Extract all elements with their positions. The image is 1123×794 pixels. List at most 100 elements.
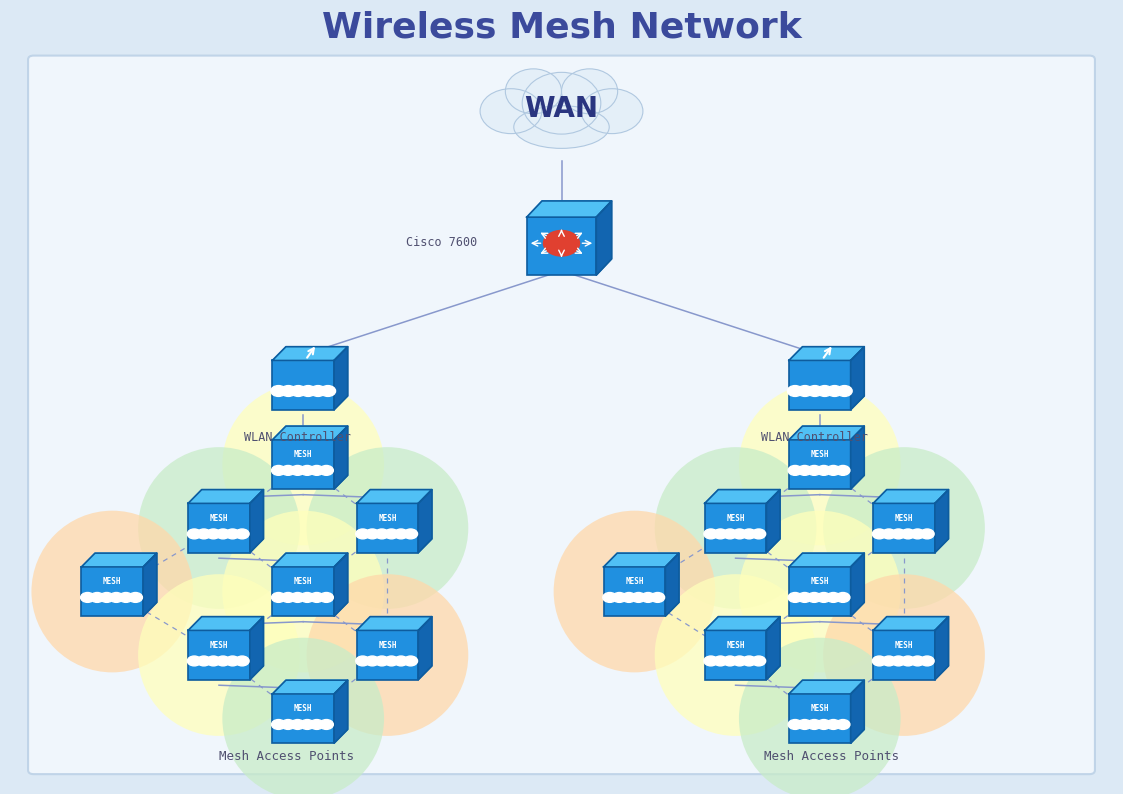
Text: Mesh Access Points: Mesh Access Points bbox=[764, 750, 898, 763]
Circle shape bbox=[216, 656, 230, 666]
Polygon shape bbox=[788, 553, 865, 567]
Ellipse shape bbox=[222, 638, 384, 794]
Circle shape bbox=[375, 529, 389, 539]
Polygon shape bbox=[705, 617, 780, 630]
FancyBboxPatch shape bbox=[788, 440, 851, 489]
Circle shape bbox=[281, 592, 295, 603]
Circle shape bbox=[310, 386, 326, 396]
Circle shape bbox=[836, 719, 850, 730]
Circle shape bbox=[704, 656, 718, 666]
Polygon shape bbox=[874, 490, 949, 503]
Circle shape bbox=[281, 465, 295, 476]
Ellipse shape bbox=[562, 69, 618, 114]
Circle shape bbox=[807, 465, 821, 476]
Circle shape bbox=[90, 592, 104, 603]
Circle shape bbox=[732, 529, 747, 539]
Text: Cisco 7600: Cisco 7600 bbox=[407, 236, 477, 249]
Polygon shape bbox=[335, 426, 348, 489]
Circle shape bbox=[836, 592, 850, 603]
Text: MESH: MESH bbox=[895, 514, 913, 522]
Circle shape bbox=[291, 386, 305, 396]
Polygon shape bbox=[418, 490, 432, 553]
Circle shape bbox=[873, 529, 886, 539]
Polygon shape bbox=[788, 426, 865, 440]
Circle shape bbox=[713, 656, 728, 666]
Polygon shape bbox=[850, 426, 865, 489]
Circle shape bbox=[319, 719, 334, 730]
Circle shape bbox=[235, 656, 249, 666]
Circle shape bbox=[394, 529, 408, 539]
Circle shape bbox=[281, 386, 296, 396]
Text: WAN: WAN bbox=[524, 94, 599, 123]
Circle shape bbox=[119, 592, 133, 603]
Circle shape bbox=[300, 465, 314, 476]
Circle shape bbox=[109, 592, 124, 603]
Circle shape bbox=[901, 529, 915, 539]
Ellipse shape bbox=[554, 511, 715, 673]
FancyBboxPatch shape bbox=[705, 503, 767, 553]
Circle shape bbox=[320, 386, 336, 396]
Circle shape bbox=[818, 386, 832, 396]
Circle shape bbox=[310, 719, 323, 730]
Circle shape bbox=[356, 656, 369, 666]
Ellipse shape bbox=[514, 106, 609, 148]
Circle shape bbox=[271, 386, 286, 396]
Circle shape bbox=[365, 656, 380, 666]
Circle shape bbox=[81, 592, 94, 603]
Circle shape bbox=[612, 592, 627, 603]
Text: MESH: MESH bbox=[294, 704, 312, 713]
Circle shape bbox=[816, 465, 831, 476]
Ellipse shape bbox=[655, 574, 816, 736]
Text: MESH: MESH bbox=[727, 514, 745, 522]
Polygon shape bbox=[273, 680, 348, 694]
Circle shape bbox=[403, 656, 418, 666]
Text: MESH: MESH bbox=[895, 641, 913, 649]
Polygon shape bbox=[874, 617, 949, 630]
Polygon shape bbox=[850, 553, 865, 616]
Circle shape bbox=[310, 465, 323, 476]
Circle shape bbox=[272, 719, 285, 730]
Polygon shape bbox=[705, 490, 780, 503]
Circle shape bbox=[836, 465, 850, 476]
Circle shape bbox=[827, 386, 842, 396]
Ellipse shape bbox=[222, 384, 384, 545]
Ellipse shape bbox=[222, 511, 384, 673]
Text: Mesh Access Points: Mesh Access Points bbox=[219, 750, 354, 763]
Circle shape bbox=[797, 719, 812, 730]
Circle shape bbox=[319, 592, 334, 603]
Ellipse shape bbox=[307, 447, 468, 609]
Circle shape bbox=[704, 529, 718, 539]
Circle shape bbox=[797, 386, 813, 396]
Circle shape bbox=[188, 656, 201, 666]
Circle shape bbox=[300, 592, 314, 603]
Circle shape bbox=[622, 592, 636, 603]
Circle shape bbox=[882, 656, 896, 666]
Polygon shape bbox=[189, 490, 264, 503]
Circle shape bbox=[375, 656, 389, 666]
Text: MESH: MESH bbox=[103, 577, 121, 586]
Text: MESH: MESH bbox=[811, 704, 829, 713]
Text: MESH: MESH bbox=[378, 641, 396, 649]
Circle shape bbox=[291, 465, 304, 476]
FancyBboxPatch shape bbox=[81, 567, 144, 616]
FancyBboxPatch shape bbox=[874, 503, 935, 553]
Circle shape bbox=[100, 592, 113, 603]
Polygon shape bbox=[788, 680, 865, 694]
Circle shape bbox=[300, 719, 314, 730]
Text: MESH: MESH bbox=[626, 577, 643, 586]
Polygon shape bbox=[335, 347, 348, 410]
Polygon shape bbox=[273, 347, 348, 360]
Circle shape bbox=[911, 656, 924, 666]
Circle shape bbox=[631, 592, 646, 603]
FancyBboxPatch shape bbox=[788, 567, 851, 616]
Circle shape bbox=[197, 529, 211, 539]
Text: MESH: MESH bbox=[294, 450, 312, 459]
Polygon shape bbox=[788, 347, 865, 360]
Polygon shape bbox=[934, 490, 949, 553]
Circle shape bbox=[272, 592, 285, 603]
Circle shape bbox=[226, 529, 239, 539]
Polygon shape bbox=[596, 201, 612, 276]
Circle shape bbox=[216, 529, 230, 539]
Circle shape bbox=[128, 592, 143, 603]
Circle shape bbox=[207, 656, 220, 666]
